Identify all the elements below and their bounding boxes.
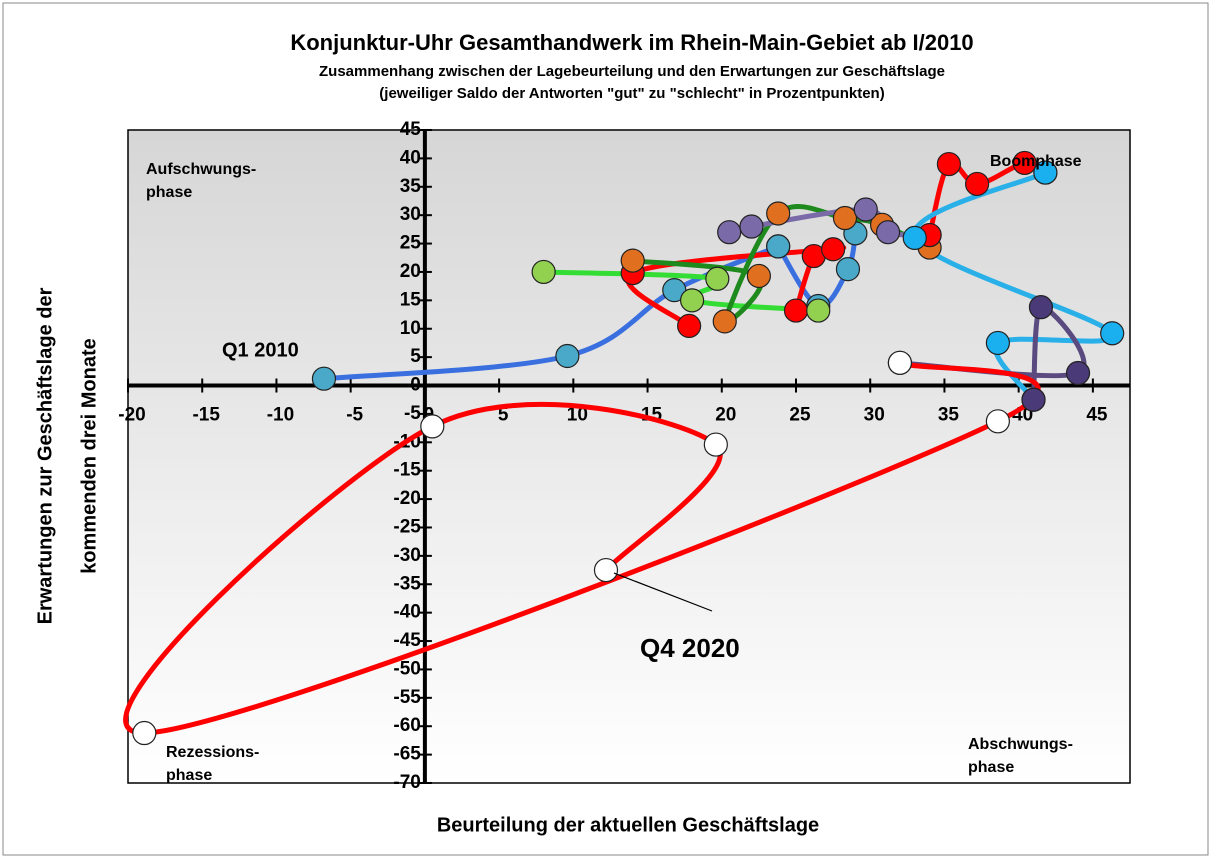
- marker: [739, 214, 764, 239]
- marker: [1012, 150, 1037, 176]
- y-tick-label: -60: [393, 715, 420, 736]
- marker: [712, 309, 737, 334]
- y-tick-label: 45: [400, 119, 422, 140]
- y-tick-label: -45: [393, 630, 421, 651]
- x-axis-label: Beurteilung der aktuellen Geschäftslage: [437, 814, 819, 836]
- marker: [821, 237, 846, 262]
- marker: [887, 350, 913, 375]
- marker: [703, 432, 728, 457]
- annotation: Q1 2010: [222, 339, 299, 361]
- y-tick-label: 40: [400, 147, 421, 168]
- x-tick-label: 35: [938, 405, 960, 426]
- x-tick-label: 5: [498, 405, 509, 426]
- marker: [783, 298, 809, 323]
- marker: [902, 225, 927, 250]
- y-tick-label: -70: [393, 772, 420, 793]
- y-tick-label: -50: [393, 658, 420, 679]
- x-tick-label: 10: [567, 405, 588, 426]
- marker: [1021, 387, 1046, 412]
- y-tick-label: -15: [393, 460, 421, 481]
- subtitle: Zusammenhang zwischen der Lagebeurteilun…: [319, 63, 945, 80]
- marker: [1100, 321, 1125, 346]
- y-tick-label: 10: [400, 318, 421, 339]
- marker: [746, 263, 771, 289]
- x-tick-label: -20: [118, 405, 145, 426]
- marker: [1033, 160, 1058, 185]
- annotation: phase: [968, 759, 1014, 776]
- marker: [853, 197, 878, 222]
- marker: [531, 259, 556, 285]
- y-axis-label: kommenden drei Monate: [78, 338, 100, 574]
- y-tick-label: -65: [393, 744, 421, 765]
- marker: [717, 220, 742, 245]
- x-tick-label: -5: [346, 405, 363, 426]
- annotation: phase: [166, 767, 212, 784]
- y-tick-label: 15: [400, 289, 422, 310]
- x-tick-label: 30: [864, 405, 885, 426]
- marker: [679, 288, 705, 313]
- x-tick-label: -15: [192, 405, 220, 426]
- y-tick-label: 35: [400, 176, 422, 197]
- marker: [620, 248, 645, 273]
- annotation: Rezessions-: [166, 744, 259, 761]
- leader-line: [613, 572, 713, 612]
- y-tick-label: 30: [400, 204, 421, 225]
- annotation: Abschwungs-: [968, 736, 1073, 753]
- y-tick-label: -40: [393, 602, 420, 623]
- annotation: phase: [146, 184, 192, 201]
- series-line: [123, 360, 1041, 736]
- annotation: Boomphase: [990, 153, 1082, 170]
- y-tick-label: 0: [410, 375, 421, 396]
- marker: [832, 205, 858, 231]
- y-tick-label: 20: [400, 261, 421, 282]
- subtitle: (jeweiliger Saldo der Antworten "gut" zu…: [379, 85, 884, 102]
- marker: [806, 298, 831, 323]
- x-tick-label: 45: [1086, 405, 1108, 426]
- marker: [985, 330, 1010, 356]
- marker: [766, 234, 791, 259]
- marker: [936, 151, 961, 177]
- y-tick-label: -20: [393, 488, 420, 509]
- y-tick-label: -25: [393, 516, 421, 537]
- chart-title: Konjunktur-Uhr Gesamthandwerk im Rhein-M…: [290, 30, 973, 55]
- marker: [132, 720, 157, 746]
- y-tick-label: -30: [393, 545, 420, 566]
- y-tick-label: 25: [400, 233, 422, 254]
- marker: [311, 366, 337, 391]
- x-tick-label: 20: [715, 405, 736, 426]
- marker: [420, 414, 445, 439]
- y-tick-label: -5: [404, 403, 421, 424]
- x-tick-label: -10: [267, 405, 294, 426]
- marker: [1028, 295, 1054, 320]
- y-axis-label: Erwartungen zur Geschäftslage der: [34, 287, 56, 624]
- marker: [835, 257, 861, 282]
- x-tick-label: 25: [789, 405, 811, 426]
- y-tick-label: -35: [393, 573, 421, 594]
- marker: [965, 171, 990, 197]
- marker: [1065, 360, 1091, 386]
- marker: [705, 266, 730, 291]
- marker: [555, 343, 580, 369]
- marker: [985, 409, 1010, 434]
- y-tick-label: 5: [410, 346, 421, 367]
- y-tick-label: -55: [393, 687, 421, 708]
- marker: [875, 220, 901, 245]
- annotation: Aufschwungs-: [146, 161, 256, 178]
- marker: [593, 557, 619, 583]
- marker: [766, 201, 791, 226]
- marker: [677, 313, 702, 338]
- series-line: [775, 230, 858, 309]
- plot-area: [127, 129, 1131, 784]
- annotation: Q4 2020: [640, 633, 740, 663]
